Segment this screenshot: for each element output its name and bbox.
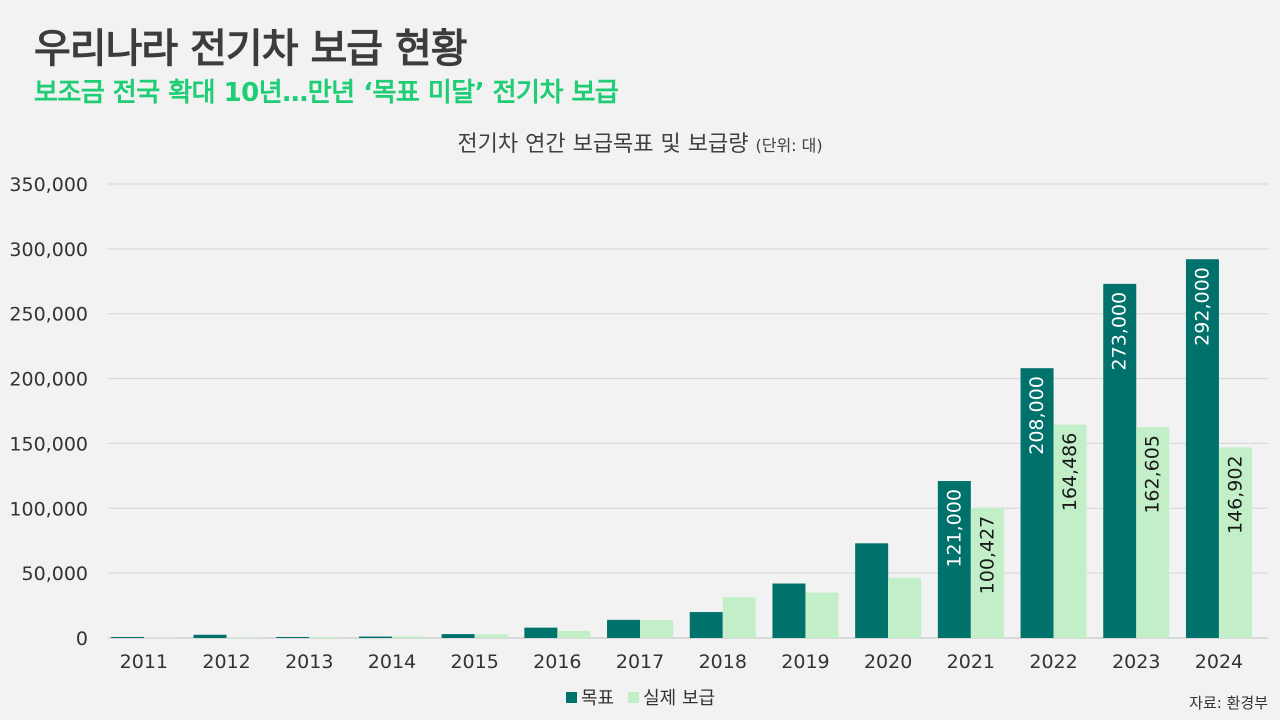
bar-target — [110, 636, 144, 638]
legend-swatch-target — [566, 691, 577, 703]
bar-data-label: 162,605 — [1142, 435, 1164, 514]
bar-data-label: 292,000 — [1191, 267, 1213, 346]
legend-label-actual: 실제 보급 — [643, 688, 716, 709]
x-tick-label: 2017 — [616, 651, 664, 673]
bar-actual — [640, 619, 674, 638]
bar-target — [1185, 259, 1219, 638]
y-tick-label: 0 — [76, 628, 88, 650]
bar-target — [937, 481, 971, 638]
y-tick-label: 250,000 — [9, 304, 88, 326]
bar-target — [524, 627, 558, 638]
y-tick-label: 200,000 — [9, 369, 88, 391]
bar-actual — [888, 577, 922, 638]
x-tick-label: 2011 — [120, 651, 168, 673]
bar-target — [689, 612, 723, 638]
bar-target — [441, 634, 475, 638]
x-tick-label: 2012 — [202, 651, 250, 673]
x-tick-label: 2015 — [450, 651, 498, 673]
x-tick-label: 2020 — [864, 651, 912, 673]
bar-actual — [309, 636, 343, 638]
bar-data-label: 121,000 — [943, 489, 965, 568]
bar-actual — [1218, 447, 1252, 638]
bar-actual — [1136, 427, 1170, 638]
x-tick-label: 2021 — [947, 651, 995, 673]
bar-data-label: 100,427 — [976, 516, 998, 595]
legend-label-target: 목표 — [581, 688, 615, 709]
x-tick-label: 2019 — [781, 651, 829, 673]
y-tick-label: 300,000 — [9, 239, 88, 261]
bar-data-label: 273,000 — [1109, 292, 1131, 371]
x-tick-label: 2023 — [1112, 651, 1160, 673]
x-tick-label: 2024 — [1195, 651, 1243, 673]
y-tick-label: 100,000 — [9, 498, 88, 520]
y-tick-label: 150,000 — [9, 433, 88, 455]
y-tick-label: 50,000 — [22, 563, 88, 585]
bar-actual — [226, 637, 260, 638]
bar-target — [1103, 283, 1137, 638]
page-subtitle: 보조금 전국 확대 10년…만년 ‘목표 미달’ 전기차 보급 — [34, 78, 619, 108]
bar-actual — [970, 507, 1004, 638]
chart-title-text: 전기차 연간 보급목표 및 보급량 — [457, 132, 749, 157]
bar-actual — [1053, 424, 1087, 638]
bar-target — [607, 619, 641, 638]
bar-data-label: 164,486 — [1059, 433, 1081, 512]
bar-target — [1020, 368, 1054, 638]
y-tick-label: 350,000 — [9, 174, 88, 196]
chart-title: 전기차 연간 보급목표 및 보급량 (단위: 대) — [0, 126, 1280, 158]
bar-data-label: 208,000 — [1026, 376, 1048, 455]
chart-title-unit: (단위: 대) — [755, 136, 823, 155]
legend-swatch-actual — [628, 691, 640, 703]
bar-actual — [805, 592, 839, 638]
x-tick-label: 2014 — [368, 651, 416, 673]
x-tick-label: 2018 — [699, 651, 747, 673]
bar-target — [358, 636, 392, 638]
x-tick-label: 2016 — [533, 651, 581, 673]
bar-actual — [474, 634, 508, 638]
legend: 목표 실제 보급 — [566, 684, 729, 710]
x-tick-label: 2013 — [285, 651, 333, 673]
bar-target — [772, 583, 806, 638]
bar-data-label: 146,902 — [1224, 455, 1246, 534]
bar-target — [193, 634, 227, 638]
bar-actual — [557, 630, 591, 638]
page-title: 우리나라 전기차 보급 현황 — [34, 26, 468, 72]
source-note: 자료: 환경부 — [1189, 694, 1268, 712]
x-tick-label: 2022 — [1029, 651, 1077, 673]
legend-item-target: 목표 — [566, 684, 614, 710]
bar-target — [855, 543, 889, 638]
bar-target — [276, 636, 310, 638]
bar-actual — [722, 597, 756, 638]
bar-actual — [391, 636, 425, 638]
legend-item-actual: 실제 보급 — [628, 684, 715, 710]
